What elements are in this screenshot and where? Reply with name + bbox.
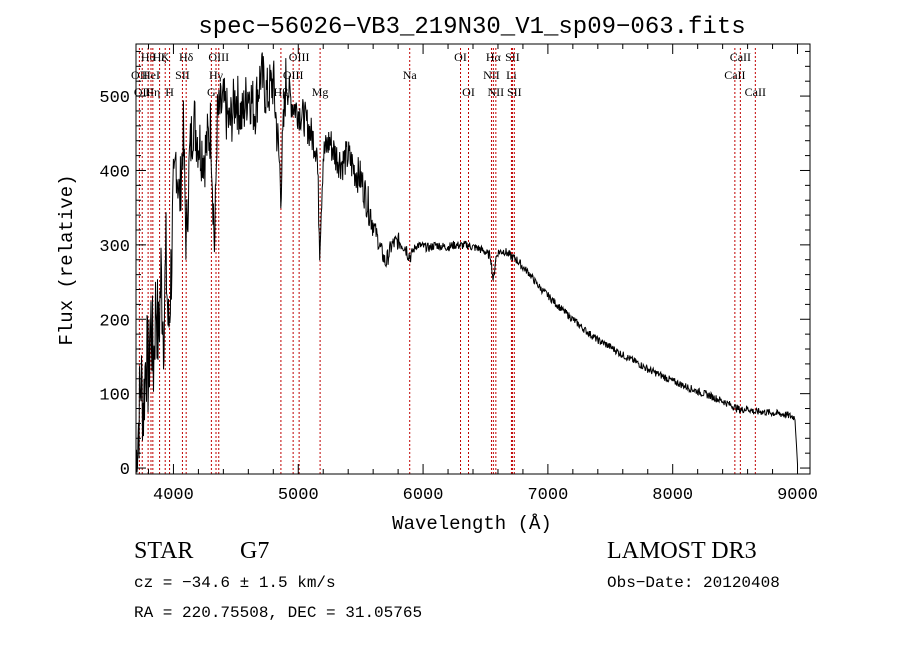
x-tick-label: 9000 — [777, 486, 818, 505]
x-tick-label: 7000 — [527, 486, 568, 505]
line-marker-label: OI — [454, 50, 467, 64]
survey-name: LAMOST DR3 — [607, 538, 757, 564]
coordinates: RA = 220.75508, DEC = 31.05765 — [134, 604, 423, 622]
y-axis: 0 100 200 300 400 500 — [99, 50, 810, 480]
line-marker-label: Hη — [145, 85, 160, 99]
line-marker-label: Mg — [312, 85, 329, 99]
y-tick-label: 200 — [99, 312, 130, 331]
line-marker-label: CaII — [730, 50, 751, 64]
line-marker-label: OIII — [208, 50, 229, 64]
obs-date: Obs−Date: 20120408 — [607, 574, 780, 592]
line-marker-label: OIII — [283, 68, 304, 82]
object-subclass: G7 — [240, 538, 270, 564]
y-axis-label: Flux (relative) — [56, 174, 78, 345]
line-marker-label: OII — [134, 85, 151, 99]
spectrum-line — [135, 52, 798, 473]
line-marker-label: H — [165, 85, 174, 99]
line-marker-label: OI — [462, 85, 475, 99]
line-marker-label: SII — [507, 85, 522, 99]
spectrum-series — [135, 52, 798, 473]
x-axis-label: Wavelength (Å) — [392, 513, 552, 535]
line-marker-label: Hα — [486, 50, 502, 64]
y-tick-label: 300 — [99, 238, 130, 257]
line-marker-label: Na — [403, 68, 418, 82]
line-marker-label: CaII — [745, 85, 766, 99]
line-marker-label: Li — [506, 68, 517, 82]
y-tick-label: 0 — [120, 461, 130, 480]
line-marker-label: Hζ — [153, 50, 167, 64]
line-marker-label: OII — [131, 68, 148, 82]
y-tick-label: 500 — [99, 89, 130, 108]
y-tick-label: 400 — [99, 163, 130, 182]
line-marker-label: SII — [175, 68, 190, 82]
x-tick-label: 5000 — [278, 486, 319, 505]
line-marker-label: CaII — [724, 68, 745, 82]
x-tick-label: 6000 — [403, 486, 444, 505]
line-marker-label: K — [161, 50, 170, 64]
x-tick-label: 8000 — [652, 486, 693, 505]
line-marker-label: G — [207, 85, 216, 99]
chart-title: spec−56026−VB3_219N30_V1_sp09−063.fits — [198, 14, 745, 41]
line-marker-label: SII — [505, 50, 520, 64]
line-marker-label: HeI — [142, 68, 160, 82]
x-axis: 4000 5000 6000 7000 8000 9000 — [147, 44, 818, 505]
line-marker-label: NII — [483, 68, 500, 82]
object-class: STAR — [134, 538, 194, 564]
line-marker-label: Hθ — [141, 50, 156, 64]
x-tick-label: 4000 — [153, 486, 194, 505]
line-marker-label: Hδ — [179, 50, 194, 64]
y-tick-label: 100 — [99, 387, 130, 406]
line-marker-label: OIII — [289, 50, 310, 64]
line-marker-label: Hγ — [209, 68, 224, 82]
redshift-text: cz = −34.6 ± 1.5 km/s — [134, 574, 336, 592]
line-marker-label: NII — [488, 85, 505, 99]
